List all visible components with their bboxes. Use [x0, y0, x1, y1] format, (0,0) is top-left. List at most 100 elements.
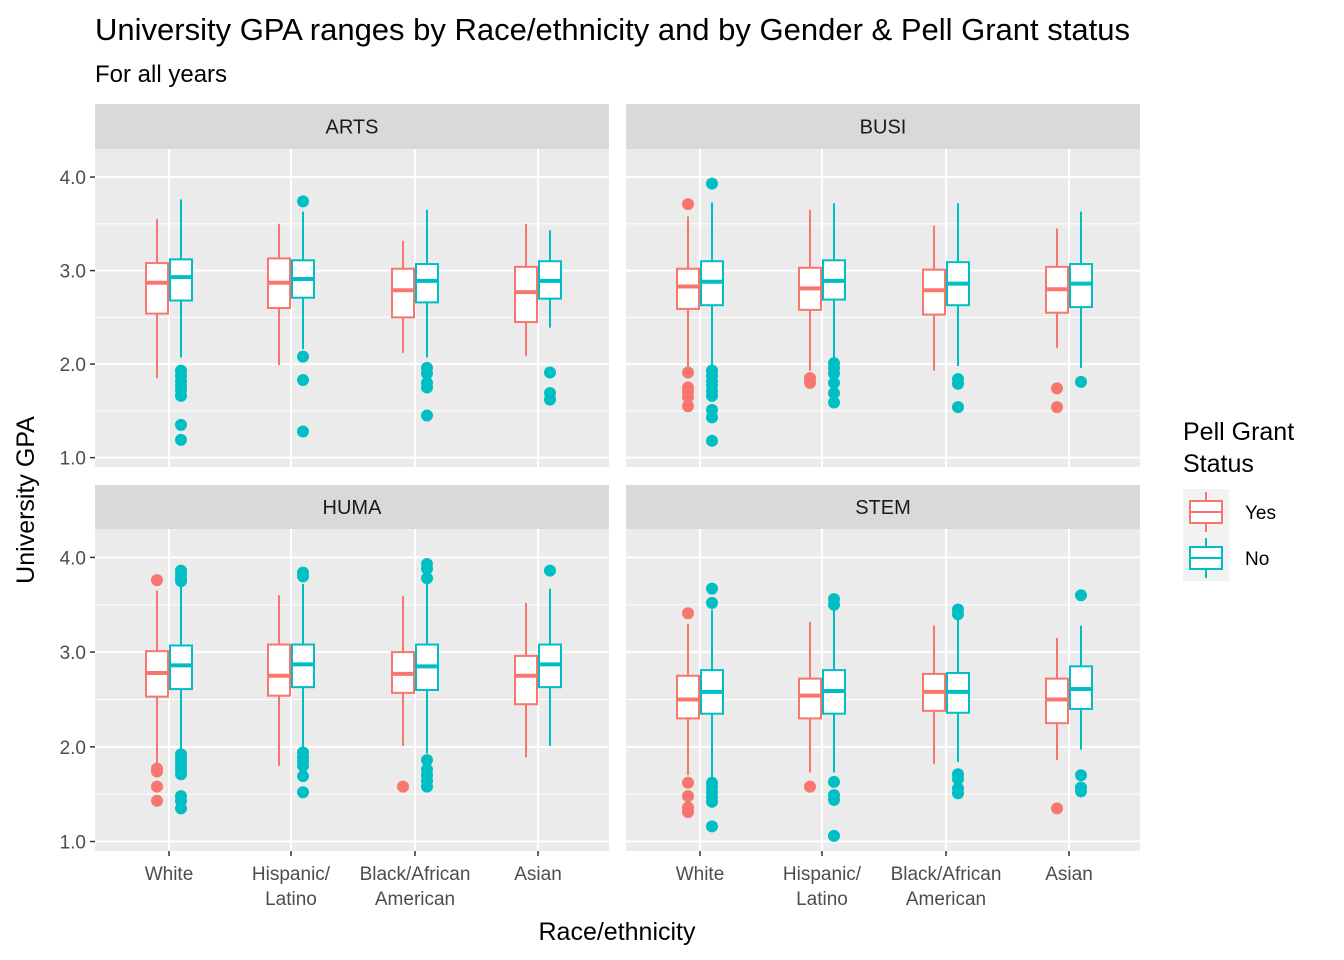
- facet-panel-stem: STEM: [626, 485, 1140, 851]
- box-iqr: [415, 263, 439, 304]
- outlier-point: [175, 575, 187, 588]
- outlier-point: [828, 775, 840, 788]
- legend-key-no: [1183, 535, 1229, 581]
- outlier-point: [682, 400, 694, 413]
- facet-panel-huma: HUMA 1.0 2.0 3.0 4.0: [60, 485, 609, 854]
- box-iqr: [169, 258, 193, 302]
- outlier-point: [682, 776, 694, 789]
- outlier-point: [297, 786, 309, 799]
- outlier-point: [175, 433, 187, 446]
- outlier-point: [1075, 589, 1087, 602]
- box-yes: [391, 596, 415, 793]
- outlier-point: [297, 374, 309, 387]
- outlier-point: [1051, 401, 1063, 414]
- x-tick-label: Asian: [1045, 864, 1093, 885]
- outlier-point: [804, 376, 816, 389]
- box-yes: [676, 198, 700, 413]
- outlier-point: [421, 754, 433, 767]
- outlier-point: [828, 387, 840, 400]
- facet-strip-label: STEM: [855, 497, 911, 519]
- box-iqr: [676, 267, 700, 310]
- x-tick-label: American: [906, 889, 986, 910]
- outlier-point: [706, 596, 718, 609]
- outlier-point: [706, 820, 718, 833]
- outlier-point: [151, 794, 163, 807]
- facet-panels: ARTS 1.0 2.0 3.0 4.0 BUSI HUMA 1.0 2.0 3.0 4.0 STEM: [60, 104, 1140, 854]
- x-tick-label: White: [676, 864, 725, 885]
- x-axis-tick-labels: White Hispanic/Latino Black/African America…: [145, 851, 1093, 910]
- outlier-point: [544, 393, 556, 406]
- box-no: [822, 203, 846, 409]
- outlier-point: [421, 562, 433, 575]
- outlier-point: [421, 381, 433, 394]
- outlier-point: [706, 411, 718, 424]
- box-no: [538, 230, 562, 406]
- outlier-point: [828, 376, 840, 389]
- outlier-point: [151, 780, 163, 793]
- outlier-point: [706, 795, 718, 808]
- box-iqr: [145, 262, 169, 315]
- chart-subtitle: For all years: [95, 61, 227, 88]
- x-axis-title: Race/ethnicity: [538, 918, 696, 946]
- outlier-point: [421, 367, 433, 380]
- outlier-point: [828, 598, 840, 611]
- legend-label: Yes: [1245, 503, 1276, 524]
- outlier-point: [1075, 375, 1087, 388]
- box-iqr: [514, 265, 538, 324]
- legend-key-yes: [1183, 489, 1229, 535]
- outlier-point: [175, 768, 187, 781]
- y-tick-label: 1.0: [60, 449, 86, 470]
- outlier-point: [952, 608, 964, 621]
- x-tick-label: White: [145, 864, 194, 885]
- x-tick-label: American: [375, 889, 455, 910]
- facet-panel-busi: BUSI: [626, 104, 1140, 467]
- outlier-point: [706, 177, 718, 190]
- box-no: [946, 603, 970, 800]
- outlier-point: [682, 390, 694, 403]
- y-tick-label: 3.0: [60, 643, 86, 664]
- chart-title: University GPA ranges by Race/ethnicity …: [95, 12, 1130, 47]
- facet-panel-arts: ARTS 1.0 2.0 3.0 4.0: [60, 104, 609, 470]
- box-yes: [145, 219, 169, 379]
- outlier-point: [397, 780, 409, 793]
- box-no: [169, 199, 193, 446]
- y-axis-title: University GPA: [12, 416, 40, 584]
- box-yes: [1045, 637, 1069, 815]
- outlier-point: [828, 396, 840, 409]
- outlier-point: [297, 570, 309, 583]
- y-tick-label: 3.0: [60, 262, 86, 283]
- outlier-point: [682, 607, 694, 620]
- legend-label: No: [1245, 549, 1269, 570]
- box-iqr: [267, 643, 291, 697]
- outlier-point: [297, 759, 309, 772]
- box-no: [1069, 589, 1093, 798]
- box-iqr: [391, 267, 415, 319]
- facet-strip: [95, 485, 609, 529]
- facet-strip-label: HUMA: [323, 497, 383, 519]
- facet-strip-label: BUSI: [860, 117, 907, 139]
- outlier-point: [828, 367, 840, 380]
- outlier-point: [682, 790, 694, 803]
- outlier-point: [175, 418, 187, 431]
- outlier-point: [952, 377, 964, 390]
- outlier-point: [421, 572, 433, 585]
- y-tick-label: 2.0: [60, 355, 86, 376]
- x-tick-label: Asian: [514, 864, 562, 885]
- box-yes: [267, 595, 291, 766]
- outlier-point: [297, 425, 309, 438]
- outlier-point: [952, 773, 964, 786]
- box-no: [415, 209, 439, 422]
- outlier-point: [682, 198, 694, 211]
- box-no: [538, 564, 562, 746]
- outlier-point: [175, 389, 187, 402]
- outlier-point: [544, 564, 556, 577]
- outlier-point: [706, 389, 718, 402]
- outlier-point: [297, 195, 309, 208]
- legend: Pell Grant Status Yes No: [1183, 418, 1294, 581]
- box-no: [822, 593, 846, 842]
- outlier-point: [421, 409, 433, 422]
- box-yes: [514, 223, 538, 356]
- outlier-point: [682, 366, 694, 379]
- box-no: [946, 203, 970, 414]
